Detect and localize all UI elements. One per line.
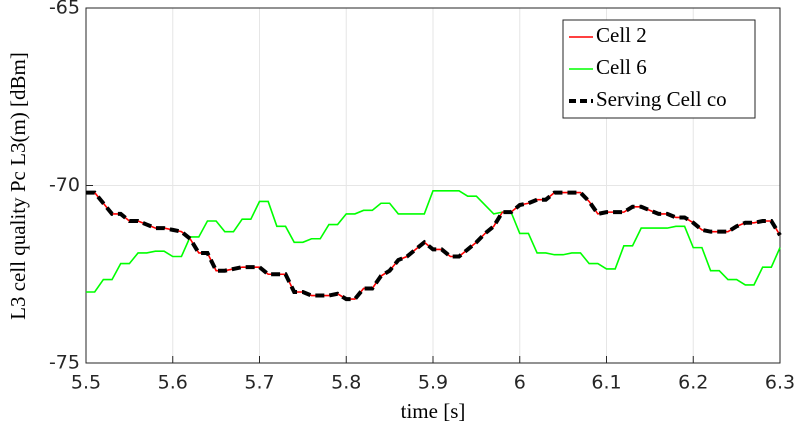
series-line [86,190,782,302]
legend-box [562,19,756,119]
y-tick-label: -70 [49,174,80,196]
x-tick-label: 6.1 [591,372,621,394]
x-tick-label: 5.6 [158,372,188,394]
x-tick-label: 6.3 [765,372,795,394]
x-tick-label: 5.9 [418,372,448,394]
x-tick-label: 5.8 [331,372,361,394]
legend-label: Cell 2 [596,23,647,47]
x-tick-label: 6 [514,372,526,394]
y-axis-label: L3 cell quality Pc L3(m) [dBm] [6,52,30,320]
legend-label: Cell 6 [596,55,647,79]
x-tick-label: 5.7 [244,372,274,394]
legend-label: Serving Cell co [596,87,727,111]
x-tick-label: 6.2 [678,372,708,394]
x-axis-label: time [s] [401,399,466,423]
y-tick-label: -75 [49,352,80,374]
y-tick-label: -65 [49,0,80,19]
series-line [86,190,781,293]
plot-frame [85,7,781,364]
x-tick-label: 5.5 [71,372,101,394]
